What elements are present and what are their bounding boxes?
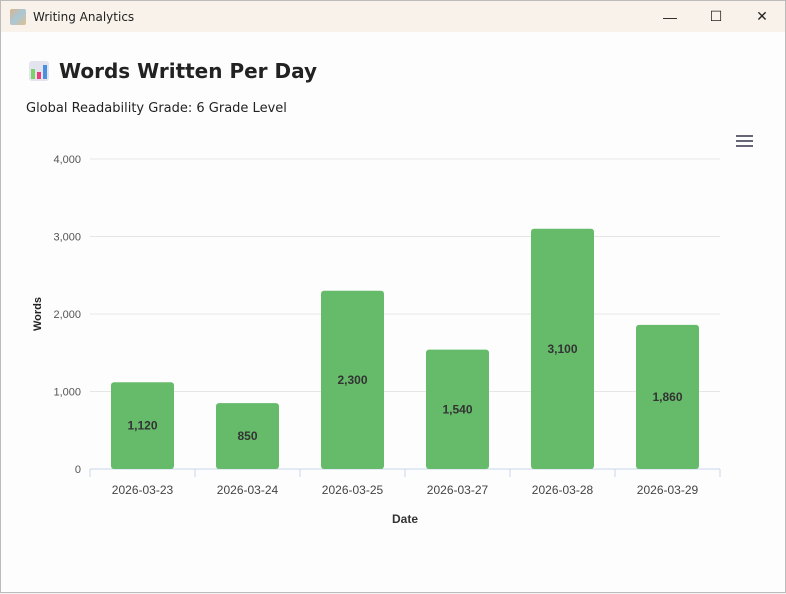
bar: [636, 324, 699, 469]
y-tick-label: 2,000: [53, 309, 81, 321]
x-tick-label: 2026-03-25: [322, 483, 384, 497]
x-tick-label: 2026-03-23: [112, 483, 174, 497]
x-tick-label: 2026-03-24: [217, 483, 279, 497]
x-tick-label: 2026-03-27: [427, 483, 489, 497]
bar: [426, 349, 489, 469]
close-button[interactable]: ✕: [756, 8, 768, 24]
y-axis-title: Words: [32, 297, 44, 331]
page-title-text: Words Written Per Day: [59, 59, 318, 83]
bar-chart-icon: [29, 61, 49, 81]
title-bar: Writing Analytics — ☐ ✕: [1, 1, 785, 32]
y-tick-label: 0: [75, 464, 81, 476]
x-tick-label: 2026-03-29: [637, 483, 699, 497]
x-axis-title: Date: [392, 512, 418, 526]
bar: [216, 403, 279, 469]
data-label: 2,300: [337, 373, 367, 387]
data-label: 1,860: [652, 390, 682, 404]
y-tick-label: 3,000: [53, 232, 81, 244]
data-label: 850: [237, 429, 257, 443]
x-tick-label: 2026-03-28: [532, 483, 594, 497]
app-icon: [10, 8, 26, 25]
maximize-button[interactable]: ☐: [709, 8, 723, 24]
chart-menu-icon[interactable]: [736, 135, 753, 148]
bar: [531, 228, 594, 469]
bar: [111, 382, 174, 469]
y-tick-label: 4,000: [53, 154, 81, 166]
window-title: Writing Analytics: [33, 9, 135, 24]
readability-grade: Global Readability Grade: 6 Grade Level: [26, 101, 287, 116]
bar: [321, 290, 384, 469]
page-title: Words Written Per Day: [29, 59, 317, 83]
minimize-button[interactable]: —: [663, 8, 677, 25]
y-tick-label: 1,000: [53, 387, 81, 399]
data-label: 1,540: [442, 402, 472, 416]
data-label: 1,120: [127, 419, 157, 433]
data-label: 3,100: [547, 342, 577, 356]
